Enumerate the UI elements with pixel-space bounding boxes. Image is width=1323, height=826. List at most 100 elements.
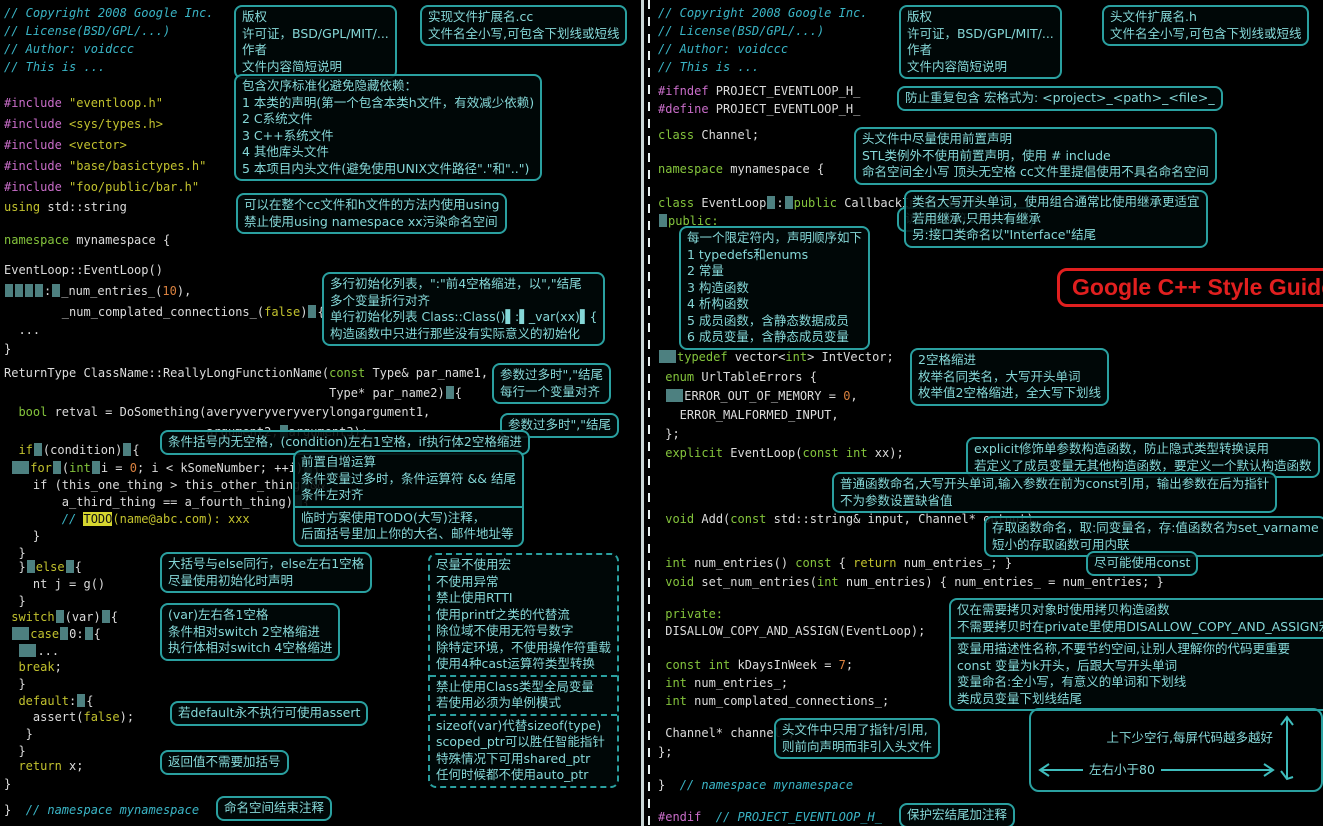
code-line: // This is ... xyxy=(4,60,105,75)
annotation-section: 普通函数命名,大写开头单词,输入参数在前为const引用，输出参数在后为指针 不为… xyxy=(834,474,1275,511)
annotation-line: 文件名全小写,可包含下划线或短线 xyxy=(428,25,620,41)
code-token: bool xyxy=(18,405,48,419)
code-token: (name@abc.com): xxx xyxy=(112,512,250,526)
code-token: // Author: voidccc xyxy=(4,42,135,56)
arrow-right-head xyxy=(1263,763,1275,777)
code-line: enum UrlTableErrors { xyxy=(658,370,817,385)
whitespace-highlight-block xyxy=(60,627,69,640)
annotation-line: 文件名全小写,可包含下划线或短线 xyxy=(1110,25,1302,41)
code-token: return xyxy=(853,556,897,570)
code-token: private: xyxy=(665,607,724,621)
code-line: EventLoop::EventLoop() xyxy=(4,263,163,278)
annotation-line: 枚举名同类名，大写开头单词 xyxy=(918,368,1081,384)
code-line: #ifndef PROJECT_EVENTLOOP_H_ xyxy=(658,84,860,99)
annotation-section: 条件括号内无空格，(condition)左右1空格，if执行体2空格缩进 xyxy=(162,432,528,453)
annotation-line: 禁止使用using namespace xx污染命名空间 xyxy=(244,213,498,229)
code-line: ERROR_OUT_OF_MEMORY = 0, xyxy=(658,389,858,404)
annotation-line: 不需要拷贝时在private里使用DISALLOW_COPY_AND_ASSIG… xyxy=(957,618,1323,634)
code-line: default: { xyxy=(4,694,94,709)
code-token xyxy=(4,644,18,658)
code-line: void set_num_entries(int num_entries) { … xyxy=(658,575,1164,590)
whitespace-highlight-block xyxy=(77,694,86,707)
code-line: } // namespace mynamespace xyxy=(658,778,853,793)
annotation-line: 5 成员函数，含静态数据成员 xyxy=(687,312,849,328)
code-token: { xyxy=(132,443,140,457)
annotation-line: const 变量为k开头，后跟大写开头单词 xyxy=(957,657,1178,673)
whitespace-highlight-block xyxy=(15,284,23,297)
annotation-line: 头文件中只用了指针/引用, xyxy=(782,722,928,737)
code-token: <sys/types.h> xyxy=(61,117,163,131)
annotation-line: 条件左对齐 xyxy=(301,487,364,502)
code-token: return xyxy=(18,759,62,773)
code-token: int xyxy=(665,676,687,690)
code-token: #define xyxy=(658,102,709,116)
whitespace-highlight-block xyxy=(123,443,132,456)
code-token: using xyxy=(4,200,41,214)
code-line: bool retval = DoSomething(averyveryveryv… xyxy=(4,405,430,420)
code-line: void Add(const std::string& input, Chann… xyxy=(658,512,1033,527)
annotation-box: 多行初始化列表，":"前4空格缩进，以","结尾 多个变量折行对齐 单行初始化列表 … xyxy=(322,272,606,346)
code-token: Type* par_name2) xyxy=(4,386,445,400)
code-token: ), xyxy=(176,284,192,298)
whitespace-highlight-block xyxy=(5,284,13,297)
code-token: kDaysInWeek = xyxy=(730,658,839,672)
annotation-section: 实现文件扩展名.cc 文件名全小写,可包含下划线或短线 xyxy=(422,7,625,44)
annotation-section: 参数过多时","结尾 xyxy=(502,415,617,436)
code-token: num_entries_; } xyxy=(896,556,1013,570)
code-token: vector< xyxy=(727,350,786,364)
code-line: ReturnType ClassName::ReallyLongFunction… xyxy=(4,366,488,381)
code-line: } xyxy=(4,777,11,792)
annotation-line: 任何时候都不使用auto_ptr xyxy=(436,767,589,782)
code-token: } xyxy=(4,777,12,791)
code-token: #include xyxy=(4,180,62,194)
code-line: private: xyxy=(658,607,723,622)
code-token: 10 xyxy=(162,284,177,298)
code-line: // License(BSD/GPL/...) xyxy=(4,24,170,39)
code-token: enum xyxy=(665,370,695,384)
annotation-line: 若定义了成员变量无其他构造函数，要定义一个默认构造函数 xyxy=(974,457,1312,473)
whitespace-highlight-block xyxy=(52,284,61,297)
annotation-box: 返回值不需要加括号 xyxy=(160,750,289,775)
annotation-line: 执行体相对switch 4空格缩进 xyxy=(168,640,333,655)
annotation-line: 5 本项目内头文件(避免使用UNIX文件路径"."和"..") xyxy=(242,160,530,176)
code-token: } xyxy=(658,778,680,792)
code-token: ( xyxy=(61,461,70,475)
annotation-line: 文件内容简短说明 xyxy=(907,58,1008,74)
annotation-section: 每一个限定符内，声明顺序如下 1 typedefs和enums 2 常量 3 构造函数… xyxy=(681,228,868,348)
code-line: } else { xyxy=(4,560,82,575)
code-token: { xyxy=(831,556,854,570)
code-token: int xyxy=(816,575,839,589)
annotation-section: 仅在需要拷贝对象时使用拷贝构造函数 不需要拷贝时在private里使用DISALL… xyxy=(951,600,1323,637)
whitespace-highlight-block xyxy=(12,627,30,640)
annotation-line: 变量命名:全小写，有意义的单词和下划线 xyxy=(957,674,1187,689)
annotation-line: 版权 xyxy=(907,9,933,24)
code-token: const xyxy=(795,556,832,570)
code-token: "eventloop.h" xyxy=(61,96,163,110)
code-token: // This is ... xyxy=(658,60,760,74)
annotation-box: 版权 许可证，BSD/GPL/MIT/... 作者 文件内容简短说明 xyxy=(234,5,397,79)
annotation-line: 4 析构函数 xyxy=(687,296,749,311)
code-line: class Channel; xyxy=(658,128,759,143)
code-line: public: xyxy=(658,214,719,229)
annotation-line: 除特定环境，不使用操作符重载 xyxy=(436,639,612,655)
code-line: ERROR_MALFORMED_INPUT, xyxy=(658,408,839,423)
h-file-pane: // Copyright 2008 Google Inc. // License(… xyxy=(654,0,1323,826)
code-line: int num_complated_connections_; xyxy=(658,694,889,709)
code-line: } // namespace mynamespace xyxy=(4,803,199,818)
annotation-section: 变量用描述性名称,不要节约空间,让别人理解你的代码更重要 const 变量为k开头… xyxy=(951,637,1323,709)
code-line: assert(false); xyxy=(4,710,134,725)
code-token: const xyxy=(665,658,702,672)
code-token: PROJECT_EVENTLOOP_H_ xyxy=(708,84,861,98)
annotation-box: 包含次序标准化避免隐藏依赖： 1 本类的声明(第一个包含本类h文件，有效减少依赖)… xyxy=(234,74,543,181)
annotation-section: 命名空间结束注释 xyxy=(218,798,330,819)
code-token: namespace xyxy=(4,233,70,247)
code-token: int xyxy=(708,658,731,672)
code-token: <vector> xyxy=(61,138,127,152)
whitespace-highlight-block xyxy=(19,644,37,657)
code-token: // License(BSD/GPL/...) xyxy=(4,24,171,38)
annotation-box: 保护宏结尾加注释 xyxy=(899,803,1016,826)
annotation-box: 实现文件扩展名.cc 文件名全小写,可包含下划线或短线 xyxy=(420,5,628,46)
annotation-section: 前置自增运算 条件变量过多时，条件运算符 && 结尾 条件左对齐 xyxy=(295,452,522,506)
annotation-line: 普通函数命名,大写开头单词,输入参数在前为const引用，输出参数在后为指针 xyxy=(840,476,1270,491)
code-line: _num_complated_connections_(false) { xyxy=(4,305,325,320)
